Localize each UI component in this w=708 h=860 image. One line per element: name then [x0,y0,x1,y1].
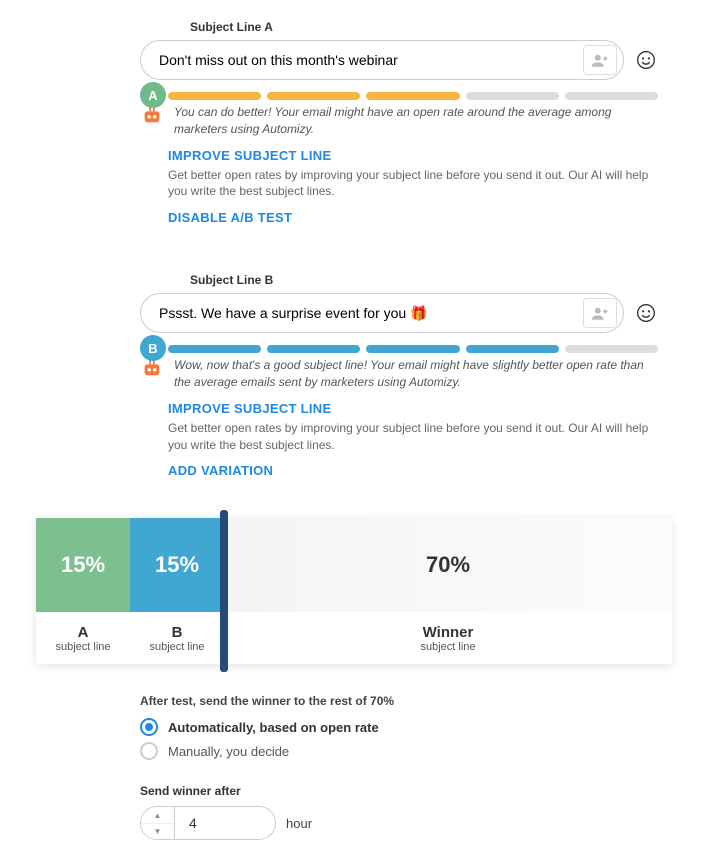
split-winner-cell: 70% [224,518,672,612]
score-seg [565,345,658,353]
split-a-label: A subject line [36,612,130,664]
split-a-sub: subject line [55,641,110,653]
after-test-section: After test, send the winner to the rest … [0,694,708,840]
after-test-heading: After test, send the winner to the rest … [140,694,658,708]
radio-auto-label: Automatically, based on open rate [168,720,379,735]
score-row-a [168,92,658,100]
stepper-value[interactable]: 4 [175,807,275,839]
split-a-title: A [78,624,89,641]
input-row-b [140,293,658,333]
subject-input-a[interactable] [159,52,583,68]
disable-ab-test[interactable]: DISABLE A/B TEST [168,210,658,225]
score-row-b [168,345,658,353]
stepper-buttons: ▲ ▼ [141,807,175,839]
send-after-stepper: ▲ ▼ 4 hour [140,806,658,840]
radio-manual-label: Manually, you decide [168,744,289,759]
score-seg [366,345,459,353]
variant-badge-a: A [140,82,166,108]
split-b-cell: 15% [130,518,224,612]
subject-label-a: Subject Line A [190,20,658,34]
stepper-down[interactable]: ▼ [141,824,174,840]
split-top: 15% 15% 70% [36,518,672,612]
score-seg [267,345,360,353]
split-winner-sub: subject line [420,641,475,653]
send-after-label: Send winner after [140,784,658,798]
split-b-label: B subject line [130,612,224,664]
subject-label-b: Subject Line B [190,273,658,287]
stepper-unit: hour [286,816,312,831]
score-seg [267,92,360,100]
score-seg [366,92,459,100]
score-seg [168,345,261,353]
radio-icon [140,718,158,736]
split-a-cell: 15% [36,518,130,612]
stepper-box: ▲ ▼ 4 [140,806,276,840]
split-winner-title: Winner [423,624,474,641]
score-seg [168,92,261,100]
score-seg [565,92,658,100]
split-handle[interactable] [220,510,228,672]
smile-icon [636,50,656,70]
emoji-button-b[interactable] [634,301,658,325]
subject-input-wrap-a [140,40,624,80]
improve-help-b: Get better open rates by improving your … [168,420,658,454]
msg-row-b: Wow, now that's a good subject line! You… [140,357,658,391]
variant-badge-b: B [140,335,166,361]
input-row-a [140,40,658,80]
score-message-b: Wow, now that's a good subject line! You… [174,357,658,391]
ab-split-chart: 15% 15% 70% A subject line B subject lin… [36,518,672,664]
subject-input-wrap-b [140,293,624,333]
split-b-title: B [172,624,183,641]
radio-manual[interactable]: Manually, you decide [140,742,658,760]
person-add-icon [591,306,609,320]
smile-icon [636,303,656,323]
improve-subject-line-a[interactable]: IMPROVE SUBJECT LINE [168,148,658,163]
add-variation[interactable]: ADD VARIATION [168,463,658,478]
score-message-a: You can do better! Your email might have… [174,104,658,138]
radio-auto[interactable]: Automatically, based on open rate [140,718,658,736]
improve-subject-line-b[interactable]: IMPROVE SUBJECT LINE [168,401,658,416]
personalize-button-b[interactable] [583,298,617,328]
msg-row-a: You can do better! Your email might have… [140,104,658,138]
emoji-button-a[interactable] [634,48,658,72]
subject-input-b[interactable] [159,305,583,321]
person-add-icon [591,53,609,67]
radio-icon [140,742,158,760]
subject-section-b: Subject Line B B [0,273,708,478]
improve-help-a: Get better open rates by improving your … [168,167,658,201]
score-seg [466,92,559,100]
split-bottom: A subject line B subject line Winner sub… [36,612,672,664]
stepper-up[interactable]: ▲ [141,807,174,824]
score-seg [466,345,559,353]
subject-section-a: Subject Line A A [0,20,708,225]
personalize-button-a[interactable] [583,45,617,75]
split-winner-label: Winner subject line [224,612,672,664]
split-b-sub: subject line [149,641,204,653]
send-after-section: Send winner after ▲ ▼ 4 hour [140,784,658,840]
